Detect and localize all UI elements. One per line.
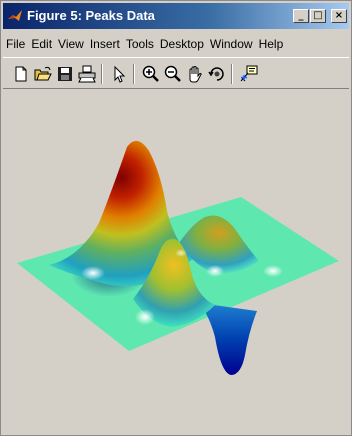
close-button[interactable]: × bbox=[331, 9, 347, 23]
matlab-logo-icon bbox=[8, 10, 22, 21]
surface-front-peak bbox=[133, 238, 215, 327]
menu-file[interactable]: File bbox=[6, 37, 26, 51]
menu-tools[interactable]: Tools bbox=[125, 37, 154, 51]
data-cursor-icon[interactable] bbox=[239, 64, 259, 84]
pan-hand-icon[interactable] bbox=[185, 64, 205, 84]
menu-help[interactable]: Help bbox=[258, 37, 284, 51]
toolbar-separator bbox=[101, 64, 103, 84]
print-icon[interactable] bbox=[77, 64, 97, 84]
toolbar-separator bbox=[231, 64, 233, 84]
figure-toolbar bbox=[3, 57, 349, 89]
open-file-icon[interactable] bbox=[33, 64, 53, 84]
menu-window[interactable]: Window bbox=[209, 37, 253, 51]
new-figure-icon[interactable] bbox=[11, 64, 31, 84]
surface-right-bump bbox=[179, 215, 259, 274]
surface-main-peak bbox=[49, 140, 193, 287]
edit-plot-arrow-icon[interactable] bbox=[109, 64, 129, 84]
save-icon[interactable] bbox=[55, 64, 75, 84]
figure-canvas[interactable] bbox=[9, 93, 345, 429]
menu-desktop[interactable]: Desktop bbox=[159, 37, 204, 51]
surface-valley bbox=[199, 303, 257, 375]
minimize-button[interactable]: _ bbox=[293, 9, 309, 23]
menu-insert[interactable]: Insert bbox=[89, 37, 120, 51]
menu-edit[interactable]: Edit bbox=[31, 37, 53, 51]
maximize-button[interactable]: □ bbox=[310, 9, 326, 23]
menu-view[interactable]: View bbox=[58, 37, 84, 51]
zoom-in-icon[interactable] bbox=[141, 64, 161, 84]
zoom-out-icon[interactable] bbox=[163, 64, 183, 84]
title-bar[interactable]: Figure 5: Peaks Data _ □ × bbox=[3, 3, 349, 29]
window-title: Figure 5: Peaks Data bbox=[27, 8, 155, 23]
toolbar-separator bbox=[133, 64, 135, 84]
peaks-surface-plot bbox=[17, 140, 339, 375]
menu-bar: File Edit View Insert Tools Desktop Wind… bbox=[3, 33, 349, 55]
rotate-3d-icon[interactable] bbox=[207, 64, 227, 84]
